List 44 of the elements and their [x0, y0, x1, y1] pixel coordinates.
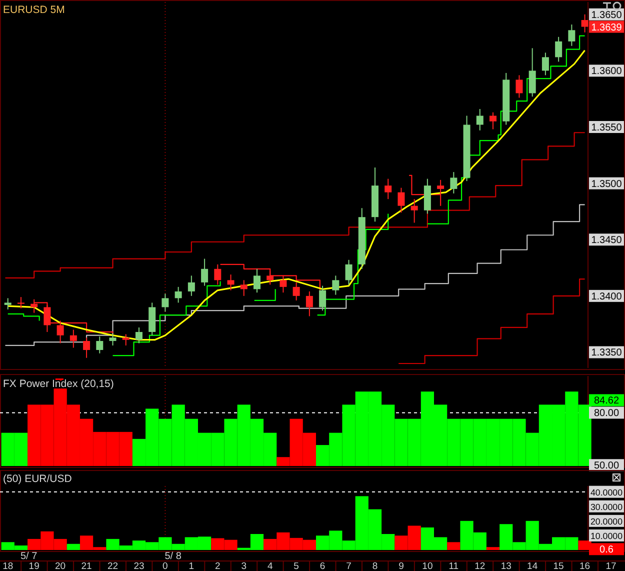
- x-tick-label: 4: [267, 561, 273, 571]
- y-tick-label: 20.0000: [590, 516, 623, 526]
- annotation: 1.3639: [591, 22, 622, 34]
- y-tick-label: 80.00: [594, 408, 620, 420]
- y-tick-label: 1.3500: [591, 178, 622, 190]
- y-tick-label: 1.3650: [591, 10, 622, 21]
- x-tick-label: 14: [527, 561, 538, 571]
- y-tick-label: 1.3350: [591, 348, 622, 359]
- x-tick-label: 17: [606, 561, 616, 571]
- x-tick-label: 15: [553, 561, 564, 571]
- y-tick-label: 30.0000: [590, 502, 623, 512]
- x2-tick-label: 5/ 8: [164, 551, 182, 562]
- x-tick-label: 0: [162, 561, 168, 571]
- x-tick-label: 18: [2, 561, 14, 571]
- x-tick-label: 7: [346, 561, 352, 571]
- x-tick-label: 12: [474, 561, 486, 571]
- annotation: 0.6: [600, 544, 614, 556]
- x2-tick-label: 5/ 7: [20, 551, 38, 562]
- x-tick-label: 16: [580, 561, 590, 571]
- y-tick-label: 1.3400: [591, 291, 622, 302]
- y-tick-label: 50.00: [594, 460, 620, 472]
- x-tick-label: 9: [398, 561, 404, 571]
- y-tick-label: 1.3550: [591, 122, 622, 134]
- annotation: 84.62: [594, 396, 620, 407]
- x-tick-label: 20: [55, 561, 66, 571]
- x-tick-label: 6: [320, 561, 326, 571]
- x-tick-label: 8: [372, 561, 378, 571]
- x-tick-label: 5: [294, 561, 299, 571]
- y-tick-label: 1.3450: [591, 235, 622, 246]
- x-tick-label: 10: [422, 561, 433, 571]
- x-tick-label: 2: [215, 561, 220, 571]
- x-tick-label: 21: [81, 561, 92, 571]
- x-tick-label: 1: [188, 561, 194, 571]
- x-tick-label: 19: [28, 561, 40, 571]
- x-tick-label: 3: [241, 561, 247, 571]
- y-tick-label: 40.0000: [590, 487, 623, 498]
- y-tick-label: 10.0000: [590, 530, 623, 541]
- y-tick-label: 1.3600: [591, 66, 622, 78]
- x-tick-label: 23: [134, 561, 144, 571]
- chart-title: EURUSD 5M: [3, 4, 65, 16]
- chart-title: (50) EUR/USD: [3, 473, 72, 485]
- x-tick-label: 11: [448, 561, 459, 571]
- x-tick-label: 13: [500, 561, 512, 571]
- x-tick-label: 22: [107, 561, 118, 571]
